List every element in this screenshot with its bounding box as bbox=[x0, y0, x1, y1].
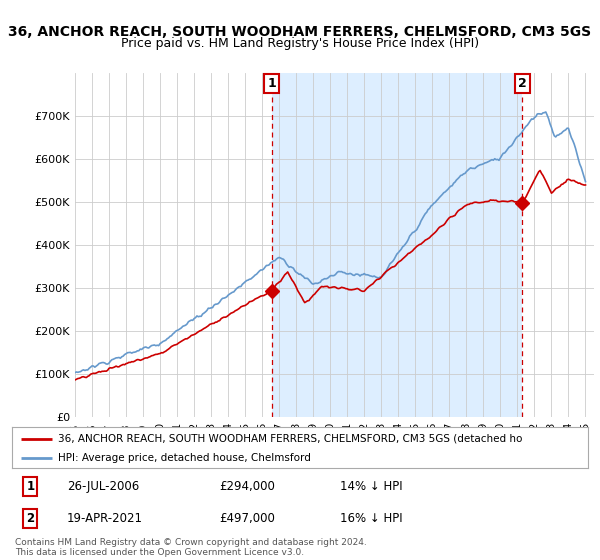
Text: 14% ↓ HPI: 14% ↓ HPI bbox=[340, 480, 403, 493]
Text: 36, ANCHOR REACH, SOUTH WOODHAM FERRERS, CHELMSFORD, CM3 5GS: 36, ANCHOR REACH, SOUTH WOODHAM FERRERS,… bbox=[8, 25, 592, 39]
Text: 2: 2 bbox=[518, 77, 527, 90]
Text: 19-APR-2021: 19-APR-2021 bbox=[67, 512, 143, 525]
Bar bbox=[272, 73, 523, 417]
Text: 1: 1 bbox=[26, 480, 35, 493]
Text: Price paid vs. HM Land Registry's House Price Index (HPI): Price paid vs. HM Land Registry's House … bbox=[121, 37, 479, 50]
Text: 1: 1 bbox=[267, 77, 276, 90]
Text: 2: 2 bbox=[26, 512, 35, 525]
Text: HPI: Average price, detached house, Chelmsford: HPI: Average price, detached house, Chel… bbox=[58, 452, 311, 463]
Text: £497,000: £497,000 bbox=[220, 512, 275, 525]
Text: 36, ANCHOR REACH, SOUTH WOODHAM FERRERS, CHELMSFORD, CM3 5GS (detached ho: 36, ANCHOR REACH, SOUTH WOODHAM FERRERS,… bbox=[58, 433, 523, 444]
Text: Contains HM Land Registry data © Crown copyright and database right 2024.
This d: Contains HM Land Registry data © Crown c… bbox=[15, 538, 367, 557]
Text: 16% ↓ HPI: 16% ↓ HPI bbox=[340, 512, 403, 525]
Text: 26-JUL-2006: 26-JUL-2006 bbox=[67, 480, 139, 493]
Text: £294,000: £294,000 bbox=[220, 480, 275, 493]
